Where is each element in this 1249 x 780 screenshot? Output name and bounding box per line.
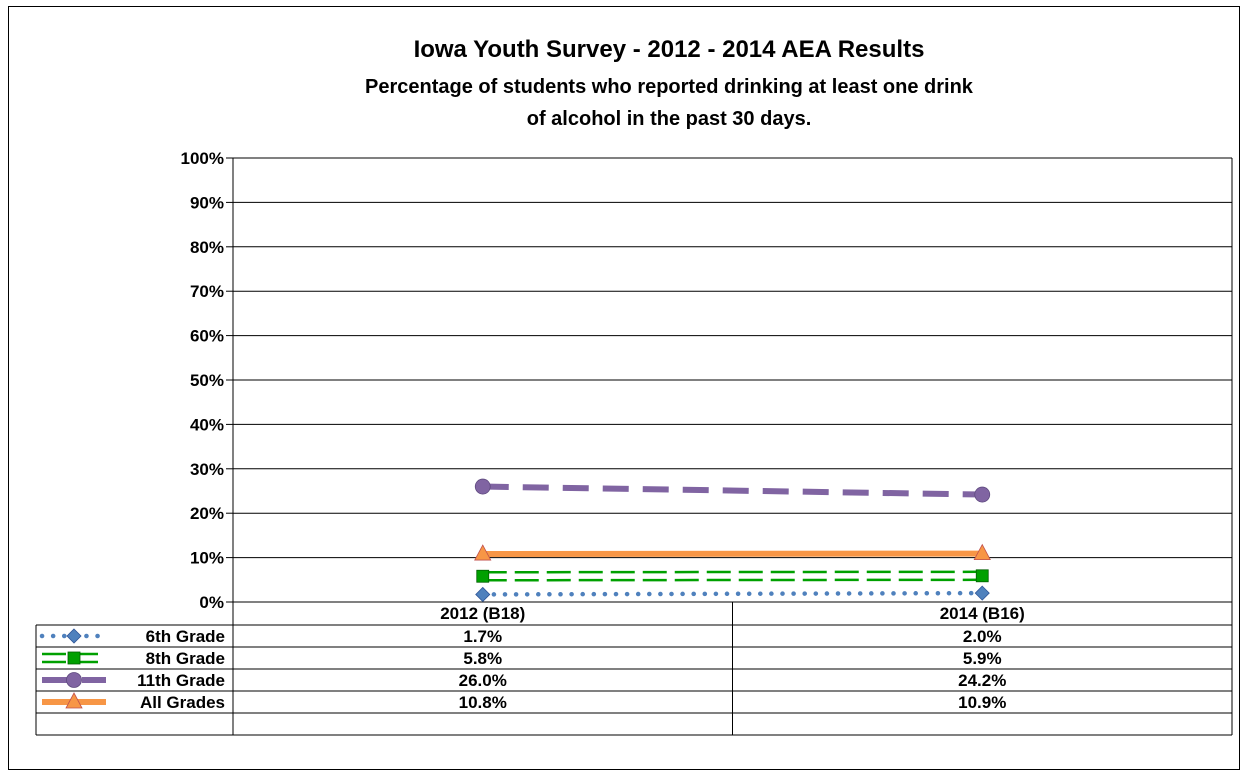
series-line <box>482 483 983 498</box>
category-label: 2014 (B16) <box>940 604 1025 623</box>
table-value-cell: 24.2% <box>958 671 1006 690</box>
table-row: 8th Grade 5.8% 5.9% <box>42 649 1002 668</box>
y-tick-label: 30% <box>190 460 224 479</box>
y-tick-label: 20% <box>190 504 224 523</box>
data-point <box>474 478 491 495</box>
series-6th-grade <box>475 585 990 603</box>
y-tick-label: 10% <box>190 549 224 568</box>
legend-label: 11th Grade <box>137 671 225 690</box>
y-tick-label: 60% <box>190 327 224 346</box>
table-value-cell: 26.0% <box>459 671 507 690</box>
category-label: 2012 (B18) <box>440 604 525 623</box>
legend-label: 8th Grade <box>146 649 225 668</box>
y-tick-label: 70% <box>190 282 224 301</box>
table-row: All Grades 10.8% 10.9% <box>42 692 1006 712</box>
y-tick-label: 80% <box>190 238 224 257</box>
table-value-cell: 10.9% <box>958 693 1006 712</box>
chart-subtitle-line-1: Percentage of students who reported drin… <box>365 76 974 98</box>
table-row: 11th Grade 26.0% 24.2% <box>42 671 1006 690</box>
table-value-cell: 5.9% <box>963 649 1002 668</box>
table-row: 6th Grade 1.7% 2.0% <box>39 627 1002 646</box>
table-value-cell: 1.7% <box>463 627 502 646</box>
chart-frame: Iowa Youth Survey - 2012 - 2014 AEA Resu… <box>8 6 1240 770</box>
y-tick-label: 40% <box>190 415 224 434</box>
legend-label: All Grades <box>140 693 225 712</box>
chart-title: Iowa Youth Survey - 2012 - 2014 AEA Resu… <box>414 36 925 63</box>
data-point <box>475 586 491 603</box>
data-point <box>476 569 490 583</box>
data-point <box>974 585 990 601</box>
series-line <box>480 590 985 597</box>
chart-subtitle-line-2: of alcohol in the past 30 days. <box>527 108 812 130</box>
legend-label: 6th Grade <box>146 627 225 646</box>
data-point <box>973 543 991 561</box>
legend-key-marker <box>66 672 82 688</box>
data-point <box>975 569 989 583</box>
series-8th-grade <box>476 569 989 583</box>
chart-svg: Iowa Youth Survey - 2012 - 2014 AEA Resu… <box>35 36 1233 736</box>
legend-key-marker <box>66 628 82 644</box>
y-tick-label: 100% <box>181 149 224 168</box>
table-value-cell: 2.0% <box>963 627 1002 646</box>
y-tick-label: 50% <box>190 371 224 390</box>
data-point <box>474 544 492 561</box>
data-point <box>974 486 991 503</box>
legend-key-marker <box>67 651 81 665</box>
y-tick-label: 0% <box>199 593 224 612</box>
table-value-cell: 5.8% <box>463 649 502 668</box>
y-tick-label: 90% <box>190 193 224 212</box>
table-value-cell: 10.8% <box>459 693 507 712</box>
series-11th-grade <box>474 478 991 503</box>
legend-key-marker <box>65 692 83 709</box>
series-all-grades <box>474 543 991 561</box>
